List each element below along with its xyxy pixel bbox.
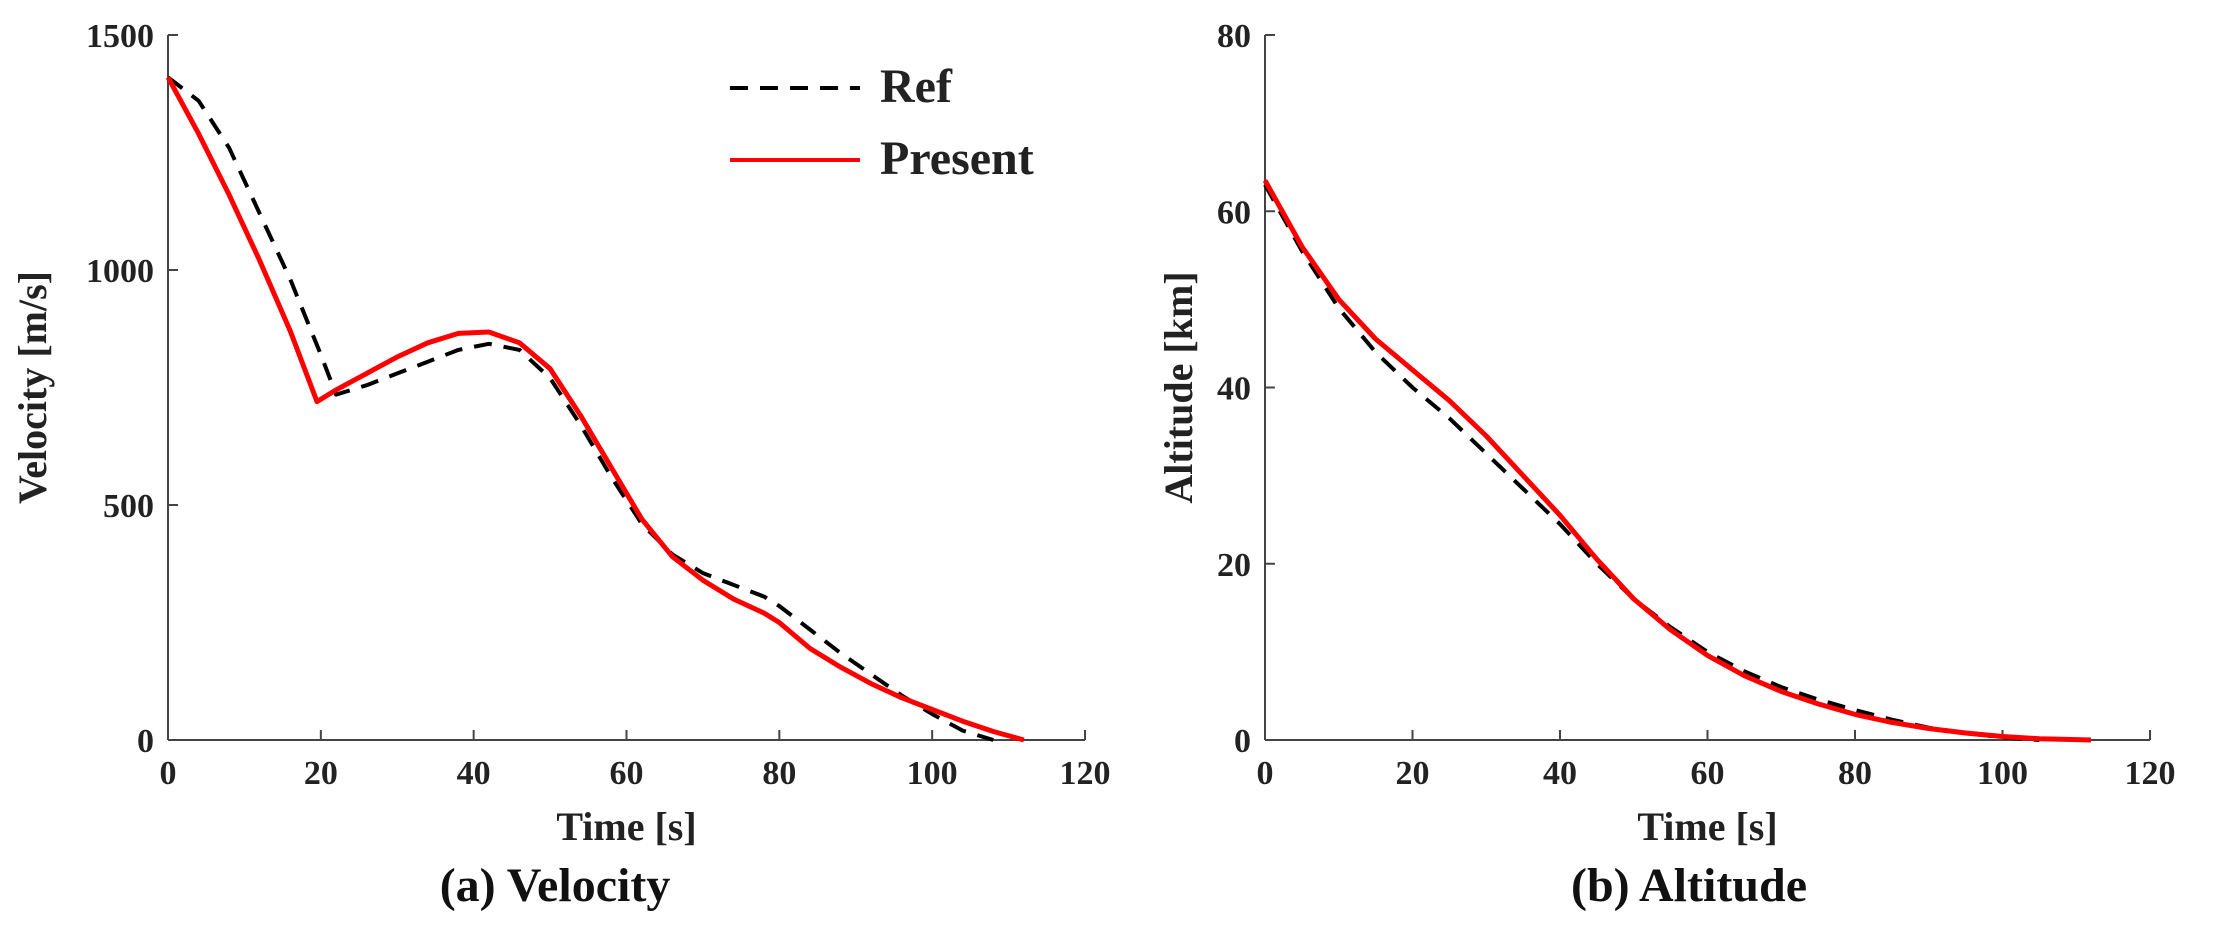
legend-label-present: Present xyxy=(880,132,1034,185)
velocity-chart-caption: (a) Velocity xyxy=(439,859,671,912)
series-line-present xyxy=(1262,179,2092,743)
x-axis-label: Time [s] xyxy=(556,804,696,849)
velocity-chart: 0 20 40 60 80 100 120 0 500 1000 1500 Time [s] Veloc… xyxy=(10,18,1111,849)
series-line-ref xyxy=(1263,183,2040,742)
x-axis-label: Time [s] xyxy=(1637,804,1777,849)
y-tick-label: 1000 xyxy=(86,253,154,290)
y-axis-label: Velocity [m/s] xyxy=(10,271,55,504)
x-tick-label: 80 xyxy=(762,755,796,792)
y-tick-label: 0 xyxy=(1234,723,1251,760)
series-line-ref xyxy=(166,75,994,742)
series-line-present xyxy=(165,76,1025,743)
legend-label-ref: Ref xyxy=(880,60,953,113)
x-tick-label: 0 xyxy=(160,755,177,792)
x-tick-label: 120 xyxy=(1060,755,1111,792)
x-tick-label: 60 xyxy=(610,755,644,792)
altitude-chart-panel: 0 20 40 60 80 100 120 0 20 40 60 80 Time [s] Altitude… xyxy=(1150,0,2228,942)
y-tick-label: 1500 xyxy=(86,18,154,55)
x-tick-label: 60 xyxy=(1691,755,1725,792)
x-tick-label: 20 xyxy=(1396,755,1430,792)
y-tick-label: 500 xyxy=(103,488,154,525)
altitude-chart-caption: (b) Altitude xyxy=(1570,859,1807,912)
x-tick-label: 0 xyxy=(1257,755,1274,792)
y-axis-label: Altitude [km] xyxy=(1156,271,1201,503)
x-tick-label: 40 xyxy=(457,755,491,792)
y-tick-label: 40 xyxy=(1217,371,1251,408)
x-tick-label: 80 xyxy=(1838,755,1872,792)
x-tick-label: 40 xyxy=(1543,755,1577,792)
y-tick-label: 80 xyxy=(1217,18,1251,55)
velocity-chart-panel: 0 20 40 60 80 100 120 0 500 1000 1500 Time [s] Veloc… xyxy=(0,0,1110,942)
x-tick-label: 100 xyxy=(907,755,958,792)
x-tick-label: 20 xyxy=(304,755,338,792)
x-tick-label: 120 xyxy=(2125,755,2176,792)
y-tick-label: 0 xyxy=(137,723,154,760)
y-tick-label: 20 xyxy=(1217,547,1251,584)
altitude-chart: 0 20 40 60 80 100 120 0 20 40 60 80 Time [s] Altitude… xyxy=(1156,18,2176,849)
x-tick-label: 100 xyxy=(1977,755,2028,792)
y-tick-label: 60 xyxy=(1217,194,1251,231)
